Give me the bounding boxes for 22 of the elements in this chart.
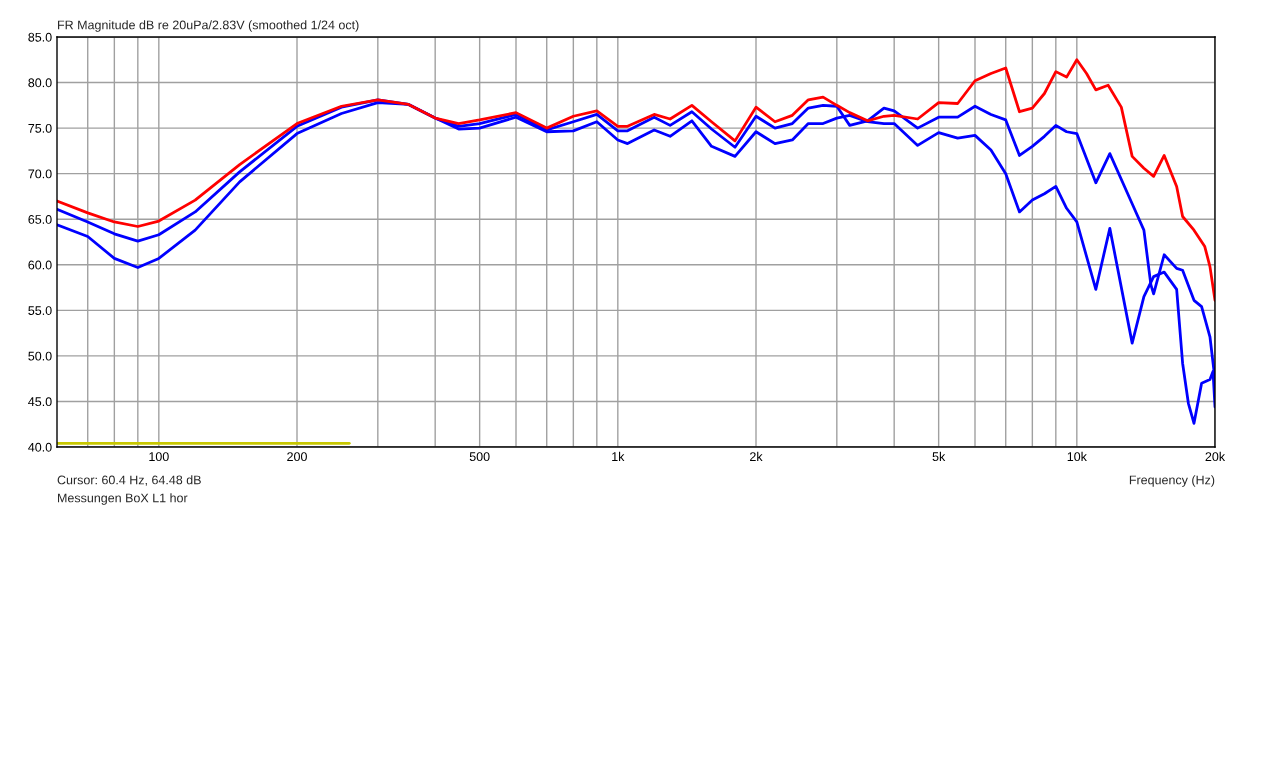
- y-tick-label: 70.0: [28, 169, 52, 179]
- y-tick-label: 75.0: [28, 123, 52, 133]
- x-tick-label: 200: [287, 452, 307, 462]
- y-tick-label: 65.0: [28, 215, 52, 224]
- y-tick-label: 85.0: [28, 32, 52, 42]
- x-tick-label: 5k: [932, 451, 946, 462]
- y-tick-label: 45.0: [28, 397, 52, 407]
- chart-title: FR Magnitude dB re 20uPa/2.83V (smoothed 1/24 oct): [58, 20, 359, 32]
- x-tick-label: 1k: [612, 451, 625, 461]
- y-tick-label: 50.0: [28, 351, 52, 361]
- y-tick-label: 80.0: [28, 78, 52, 88]
- y-tick-label: 55.0: [28, 306, 52, 315]
- x-tick-label: 100: [149, 452, 169, 462]
- y-tick-label: 40.0: [28, 442, 52, 452]
- x-axis-title: Frequency (Hz): [1129, 475, 1215, 487]
- x-tick-label: 500: [469, 452, 490, 462]
- y-tick-label: 60.0: [28, 260, 52, 270]
- x-tick-label: 10k: [1067, 451, 1087, 462]
- text: Cursor: 60.4 Hz, 64.48 dB: [57, 475, 201, 486]
- x-tick-label: 20k: [1205, 451, 1226, 462]
- x-tick-label: 2k: [750, 451, 763, 461]
- text: Messungen BoX L1 hor: [58, 493, 188, 505]
